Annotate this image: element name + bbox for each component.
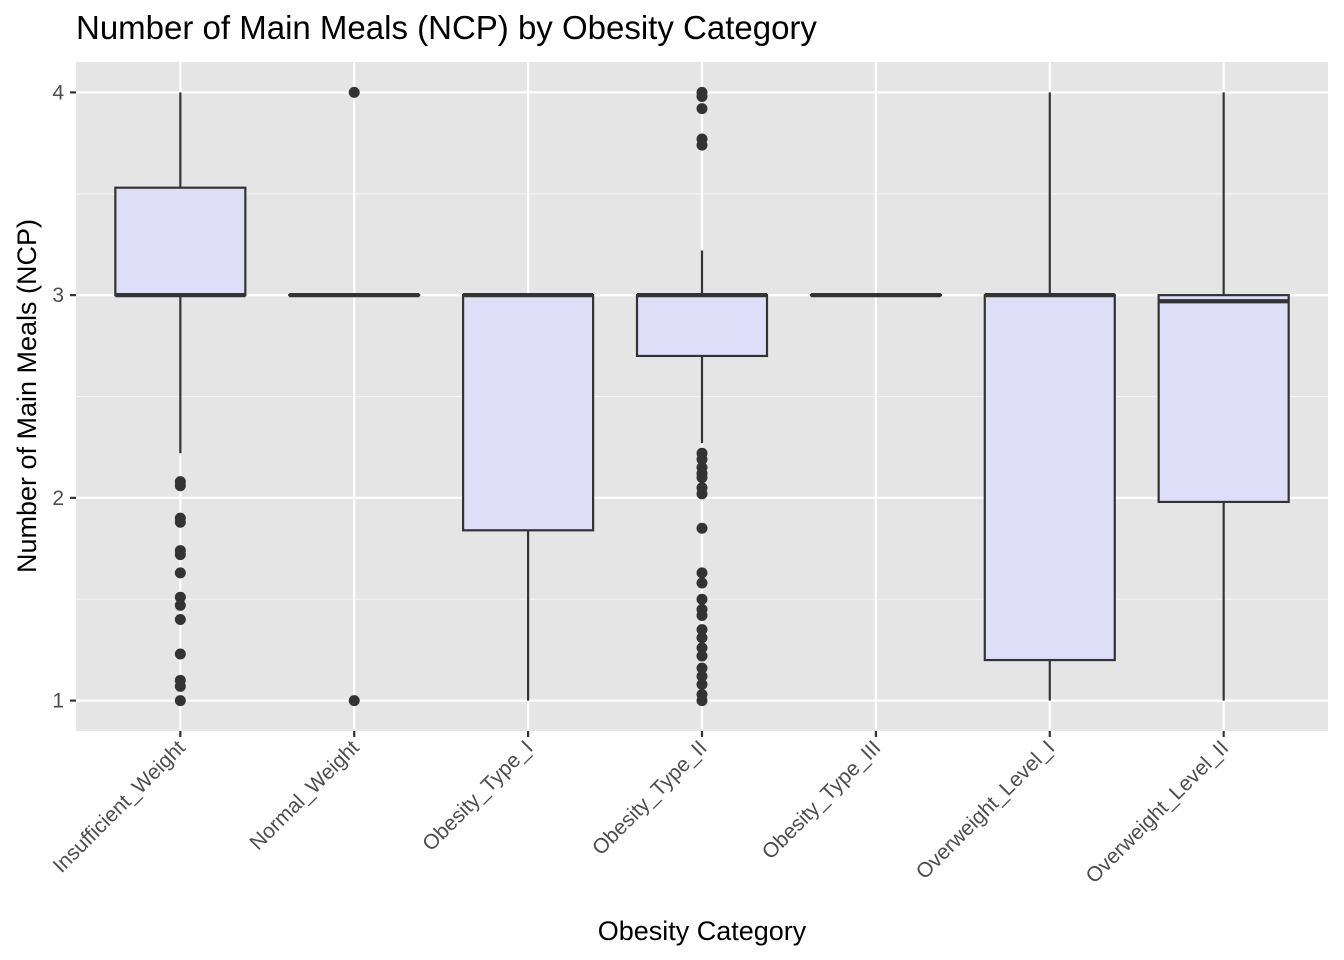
outlier-point [696, 488, 708, 500]
box-iqr [983, 294, 1116, 662]
outlier-point [348, 86, 360, 98]
outlier-point [174, 680, 186, 692]
box-obesity-type-ii [635, 86, 769, 707]
box-iqr [1157, 294, 1290, 504]
x-axis-ticks: Insufficient_Weight Normal_Weight Obesity_… [49, 731, 1234, 888]
outlier-point [696, 609, 708, 621]
outlier-point [696, 472, 708, 484]
chart-title: Number of Main Meals (NCP) by Obesity Ca… [76, 9, 817, 46]
outlier-point [174, 614, 186, 625]
box-insufficient-weight [114, 92, 247, 707]
y-axis-ticks: 1 2 3 4 [52, 81, 76, 713]
outlier-point [174, 567, 186, 579]
x-tick-label: Normal_Weight [245, 736, 363, 854]
outlier-point [174, 549, 186, 561]
outlier-point [696, 139, 708, 151]
outlier-point [696, 670, 708, 682]
x-tick-label: Insufficient_Weight [49, 736, 190, 877]
outlier-point [174, 480, 186, 492]
outlier-point [696, 650, 708, 662]
y-tick-label: 3 [52, 284, 64, 307]
outlier-point [696, 90, 708, 102]
outlier-point [696, 678, 708, 690]
y-axis-title: Number of Main Meals (NCP) [12, 219, 42, 573]
box-iqr [114, 186, 247, 297]
box-overweight-level-i [983, 92, 1116, 701]
outlier-point [174, 599, 186, 611]
y-tick-label: 4 [52, 81, 64, 104]
box-normal-weight [288, 86, 421, 707]
outlier-point [174, 516, 186, 528]
x-tick-label: Obesity_Type_II [588, 736, 712, 860]
outlier-point [696, 695, 708, 707]
outlier-point [696, 662, 708, 674]
box-iqr [462, 294, 595, 532]
outlier-point [696, 632, 708, 644]
x-tick-label: Overweight_Level_I [912, 736, 1060, 884]
x-tick-label: Obesity_Type_I [418, 736, 537, 855]
outlier-point [174, 648, 186, 660]
outlier-point [174, 591, 186, 603]
outlier-point [696, 453, 708, 465]
box-obesity-type-i [462, 292, 595, 701]
x-axis-title: Obesity Category [598, 916, 807, 946]
outlier-point [696, 624, 708, 636]
box-iqr [635, 294, 769, 358]
outlier-point [696, 103, 708, 115]
outlier-point [696, 577, 708, 589]
y-tick-label: 2 [52, 487, 64, 510]
outlier-point [174, 695, 186, 707]
outlier-point [696, 642, 708, 654]
x-tick-label: Obesity_Type_III [758, 736, 886, 864]
y-tick-label: 1 [52, 690, 64, 713]
outlier-point [696, 593, 708, 605]
outlier-point [696, 567, 708, 579]
outlier-point [696, 522, 708, 534]
x-tick-label: Overweight_Level_II [1082, 736, 1234, 888]
box-series [114, 86, 1290, 707]
box-overweight-level-ii [1157, 92, 1290, 701]
outlier-point [348, 695, 360, 707]
